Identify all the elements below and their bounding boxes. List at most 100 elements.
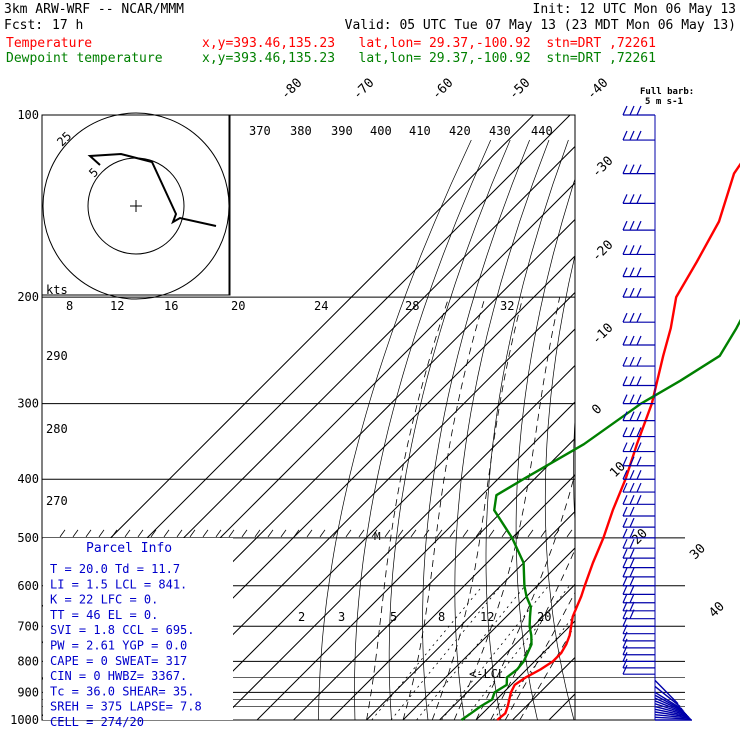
wind-barb-flag: [629, 427, 635, 437]
hatch-mark: [280, 529, 287, 538]
wind-barb-flag: [636, 220, 642, 231]
wind-barb-flag: [622, 194, 628, 204]
wind-barb-flag: [622, 470, 628, 480]
theta-side-label: 270: [46, 494, 68, 508]
wind-barb-flag: [636, 495, 642, 505]
model-title: 3km ARW-WRF -- NCAR/MMM: [4, 2, 185, 17]
wind-barb-flag: [629, 528, 635, 539]
hatch-mark: [254, 529, 261, 538]
parcel-row: SREH = 375 LAPSE= 7.8: [50, 700, 202, 714]
theta-label: 370: [249, 124, 271, 138]
parcel-row: PW = 2.61 YGP = 0.0: [50, 639, 187, 653]
pressure-tick-label: 500: [17, 531, 39, 545]
wind-barb: [654, 700, 686, 714]
parcel-title: Parcel Info: [86, 541, 172, 556]
wind-barbs: [622, 105, 692, 721]
isotherm-label: -40: [584, 76, 611, 103]
hodograph-ring-label: 5: [86, 165, 101, 180]
wind-barb-flag: [629, 558, 635, 568]
wind-barb-flag: [622, 456, 628, 467]
wind-barb-flag: [629, 593, 635, 603]
hatch-mark: [371, 529, 378, 538]
parcel-row: CIN = 0 HWBZ= 3367.: [50, 669, 187, 683]
fcst-label: Fcst:: [4, 18, 44, 33]
wind-barb-flag: [636, 267, 642, 277]
isotherm-label: -20: [589, 238, 616, 265]
dry-adiabat: [679, 140, 740, 733]
wind-barb-flag: [629, 442, 635, 452]
wind-barb: [654, 703, 687, 715]
wind-barb-flag: [629, 506, 635, 517]
speed-axis-label: kts: [46, 283, 68, 297]
isotherm-line: [512, 656, 575, 720]
mixing-ratio-line: [371, 585, 483, 720]
wind-barb: [654, 713, 691, 719]
isotherm-line: [366, 510, 575, 720]
dry-adiabat: [388, 139, 511, 720]
wind-barb-flag: [622, 506, 628, 517]
wind-barb-flag: [629, 456, 635, 467]
hatch-mark: [85, 529, 92, 538]
wind-barb-flag: [629, 376, 635, 386]
isotherm-label: 40: [706, 599, 728, 621]
dry-adiabat: [485, 139, 569, 720]
wind-barb-flag: [622, 548, 628, 559]
theta-side-label: 290: [46, 349, 68, 363]
dry-adiabat: [318, 139, 472, 720]
isotherm-label: -70: [350, 76, 377, 103]
parcel-row: LI = 1.5 LCL = 841.: [50, 577, 187, 591]
hatch-mark: [98, 529, 105, 538]
pressure-tick-label: 900: [17, 685, 39, 699]
wind-barb-flag: [622, 664, 628, 675]
theta-label: 410: [409, 124, 431, 138]
isotherm-label: 0: [589, 402, 605, 418]
hatch-mark: [397, 529, 404, 538]
wind-barb-flag: [636, 287, 642, 298]
theta-label: 430: [489, 124, 511, 138]
speed-axis-tick: 32: [500, 299, 514, 313]
moist-adiabat: [366, 296, 450, 720]
speed-axis-tick: 24: [314, 299, 328, 313]
parcel-row: CELL = 274/20: [50, 715, 144, 729]
wind-barb: [654, 716, 692, 720]
parcel-info-box: [43, 538, 233, 720]
wind-barb-flag: [622, 517, 628, 528]
isotherm-line: [42, 115, 534, 608]
hatch-mark: [202, 529, 209, 538]
wind-barb-flag: [622, 576, 628, 587]
pressure-tick-label: 400: [17, 472, 39, 486]
wind-barb-flag: [636, 194, 642, 204]
wind-barb-flag: [622, 376, 628, 386]
lcl-annotation: <-LCL: [469, 667, 505, 681]
wind-barb-flag: [622, 312, 628, 323]
wind-barb-flag: [622, 538, 628, 549]
moist-adiabat: [402, 296, 486, 720]
hatch-mark: [358, 529, 365, 538]
wind-barb-flag: [622, 105, 628, 116]
wind-barb-flag: [629, 287, 635, 298]
wind-barb: [654, 697, 685, 713]
isotherm-line: [402, 547, 575, 720]
isotherm-label: -10: [589, 321, 616, 348]
hatch-mark: [345, 529, 352, 538]
wind-barb-flag: [622, 335, 628, 346]
pressure-tick-label: 800: [17, 654, 39, 668]
hatch-mark: [488, 529, 495, 538]
pressure-tick-label: 200: [17, 290, 39, 304]
init-time: Init: 12 UTC Mon 06 May 13: [532, 2, 737, 17]
plot-frame: [41, 114, 576, 721]
wind-barb-flag: [629, 411, 635, 421]
wind-barb-flag: [629, 356, 635, 367]
wind-barb-flag: [622, 220, 628, 231]
isotherm-label: -50: [506, 76, 533, 103]
hatch-mark: [436, 529, 443, 538]
hatch-mark: [72, 529, 79, 538]
barb-scale-label: Full barb:: [640, 87, 694, 97]
hatch-mark: [293, 529, 300, 538]
parcel-box-bg: [43, 538, 233, 720]
theta-side-label: 280: [46, 422, 68, 436]
wind-barb-flag: [622, 267, 628, 277]
hatch-mark: [475, 529, 482, 538]
m-marker: M: [374, 530, 381, 543]
pressure-tick-label: 1000: [10, 713, 39, 727]
